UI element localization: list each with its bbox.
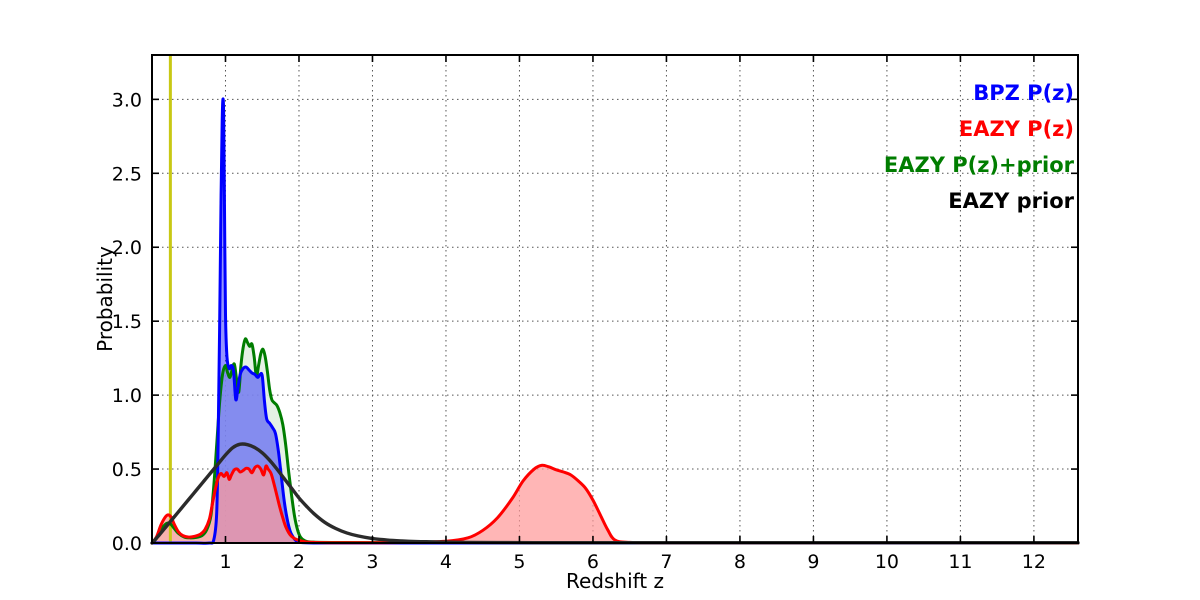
legend-label: EAZY P(z)+prior xyxy=(884,153,1075,177)
tick-marks xyxy=(152,55,1078,544)
legend-label: EAZY P(z) xyxy=(959,117,1074,141)
x-axis-title: Redshift z xyxy=(566,569,664,593)
x-tick-labels: 1 2 3 4 5 6 7 8 9 10 11 12 xyxy=(219,551,1046,573)
x-tick-label: 8 xyxy=(734,551,746,573)
x-tick-label: 4 xyxy=(440,551,452,573)
x-tick-label: 12 xyxy=(1022,551,1046,573)
y-tick-labels: 0.0 0.5 1.0 1.5 2.0 2.5 3.0 xyxy=(112,89,142,555)
legend: BPZ P(z) EAZY P(z) EAZY P(z)+prior EAZY pri… xyxy=(884,81,1075,213)
x-tick-label: 1 xyxy=(219,551,231,573)
y-tick-label: 1.5 xyxy=(112,311,142,333)
x-tick-label: 9 xyxy=(807,551,819,573)
y-tick-label: 0.0 xyxy=(112,533,142,555)
y-axis-title: Probability xyxy=(93,246,117,352)
x-tick-label: 7 xyxy=(660,551,672,573)
plot-background xyxy=(152,55,1078,543)
x-tick-label: 6 xyxy=(587,551,599,573)
legend-label: EAZY prior xyxy=(948,189,1074,213)
y-tick-label: 1.0 xyxy=(112,385,142,407)
y-tick-label: 3.0 xyxy=(112,89,142,111)
x-tick-label: 11 xyxy=(948,551,972,573)
y-tick-label: 2.0 xyxy=(112,237,142,259)
x-tick-label: 2 xyxy=(293,551,305,573)
series-line xyxy=(150,463,1080,545)
gridlines xyxy=(152,55,1078,543)
y-tick-label: 0.5 xyxy=(112,459,142,481)
x-tick-label: 3 xyxy=(366,551,378,573)
plot-frame xyxy=(151,54,1079,544)
series-fill xyxy=(152,465,1078,543)
x-tick-label: 5 xyxy=(513,551,525,573)
x-tick-label: 10 xyxy=(875,551,899,573)
y-tick-label: 2.5 xyxy=(112,163,142,185)
series-fills xyxy=(152,98,1078,544)
legend-label: BPZ P(z) xyxy=(973,81,1074,105)
